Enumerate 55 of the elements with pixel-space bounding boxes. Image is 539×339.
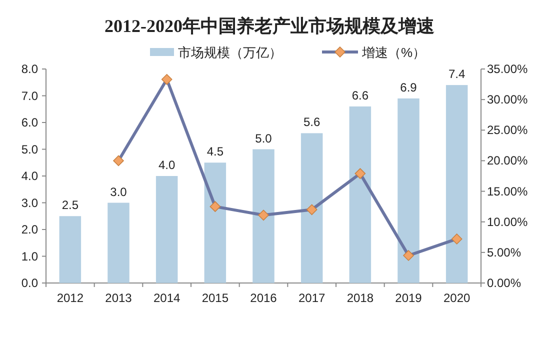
data-label: 4.5 <box>206 144 224 159</box>
bar <box>446 85 468 283</box>
x-tick-label: 2015 <box>202 291 229 305</box>
y-tick-label: 6.0 <box>21 116 38 130</box>
y2-tick-label: 5.00% <box>487 245 522 260</box>
y2-tick-label: 30.00% <box>487 92 528 107</box>
y2-tick-label: 35.00% <box>487 62 528 76</box>
y-tick-label: 1.0 <box>21 249 38 264</box>
point <box>210 201 221 212</box>
x-tick-label: 2017 <box>298 291 326 305</box>
y-tick-label: 8.0 <box>21 62 38 76</box>
x-tick-label: 2019 <box>395 291 422 305</box>
bar <box>252 149 274 283</box>
bar <box>59 216 82 283</box>
chart-title: 2012-2020年中国养老产业市场规模及增速 <box>104 16 434 36</box>
x-tick-label: 2012 <box>56 291 84 305</box>
bar <box>108 202 130 283</box>
x-tick-label: 2018 <box>346 291 374 305</box>
y-tick-label: 4.0 <box>21 169 38 183</box>
y2-tick-label: 15.00% <box>487 184 528 198</box>
x-tick-label: 2014 <box>153 291 181 305</box>
data-label: 5.0 <box>255 131 272 146</box>
bar <box>204 162 226 283</box>
point <box>403 250 414 261</box>
data-label: 2.5 <box>62 198 79 212</box>
legend-label: 增速（%） <box>361 45 426 60</box>
y2-tick-label: 0.00% <box>487 276 522 290</box>
y2-tick-label: 20.00% <box>487 154 528 168</box>
data-label: 6.9 <box>400 80 418 94</box>
bar <box>300 133 323 283</box>
data-label: 6.6 <box>352 88 369 102</box>
bar <box>156 176 178 283</box>
y2-tick-label: 10.00% <box>487 214 528 229</box>
y-tick-label: 5.0 <box>21 142 38 156</box>
y2-tick-label: 25.00% <box>487 123 528 138</box>
point <box>306 204 318 216</box>
x-tick-label: 2013 <box>105 291 132 305</box>
point <box>451 234 462 244</box>
y-tick-label: 2.0 <box>21 222 38 236</box>
legend-label: 市场规模（万亿） <box>178 45 282 60</box>
point <box>161 74 172 85</box>
y-tick-label: 0.0 <box>21 276 38 290</box>
data-label: 7.4 <box>448 67 466 82</box>
point <box>258 210 269 221</box>
data-label: 5.6 <box>303 115 320 130</box>
x-tick-label: 2016 <box>250 291 278 305</box>
data-label: 4.0 <box>158 158 176 172</box>
x-tick-label: 2020 <box>443 291 471 305</box>
y-tick-label: 7.0 <box>21 88 38 103</box>
data-label: 3.0 <box>110 184 128 199</box>
point <box>354 168 366 179</box>
bar <box>349 106 372 283</box>
bar <box>398 98 420 283</box>
y-tick-label: 3.0 <box>21 196 38 210</box>
point <box>113 155 124 166</box>
